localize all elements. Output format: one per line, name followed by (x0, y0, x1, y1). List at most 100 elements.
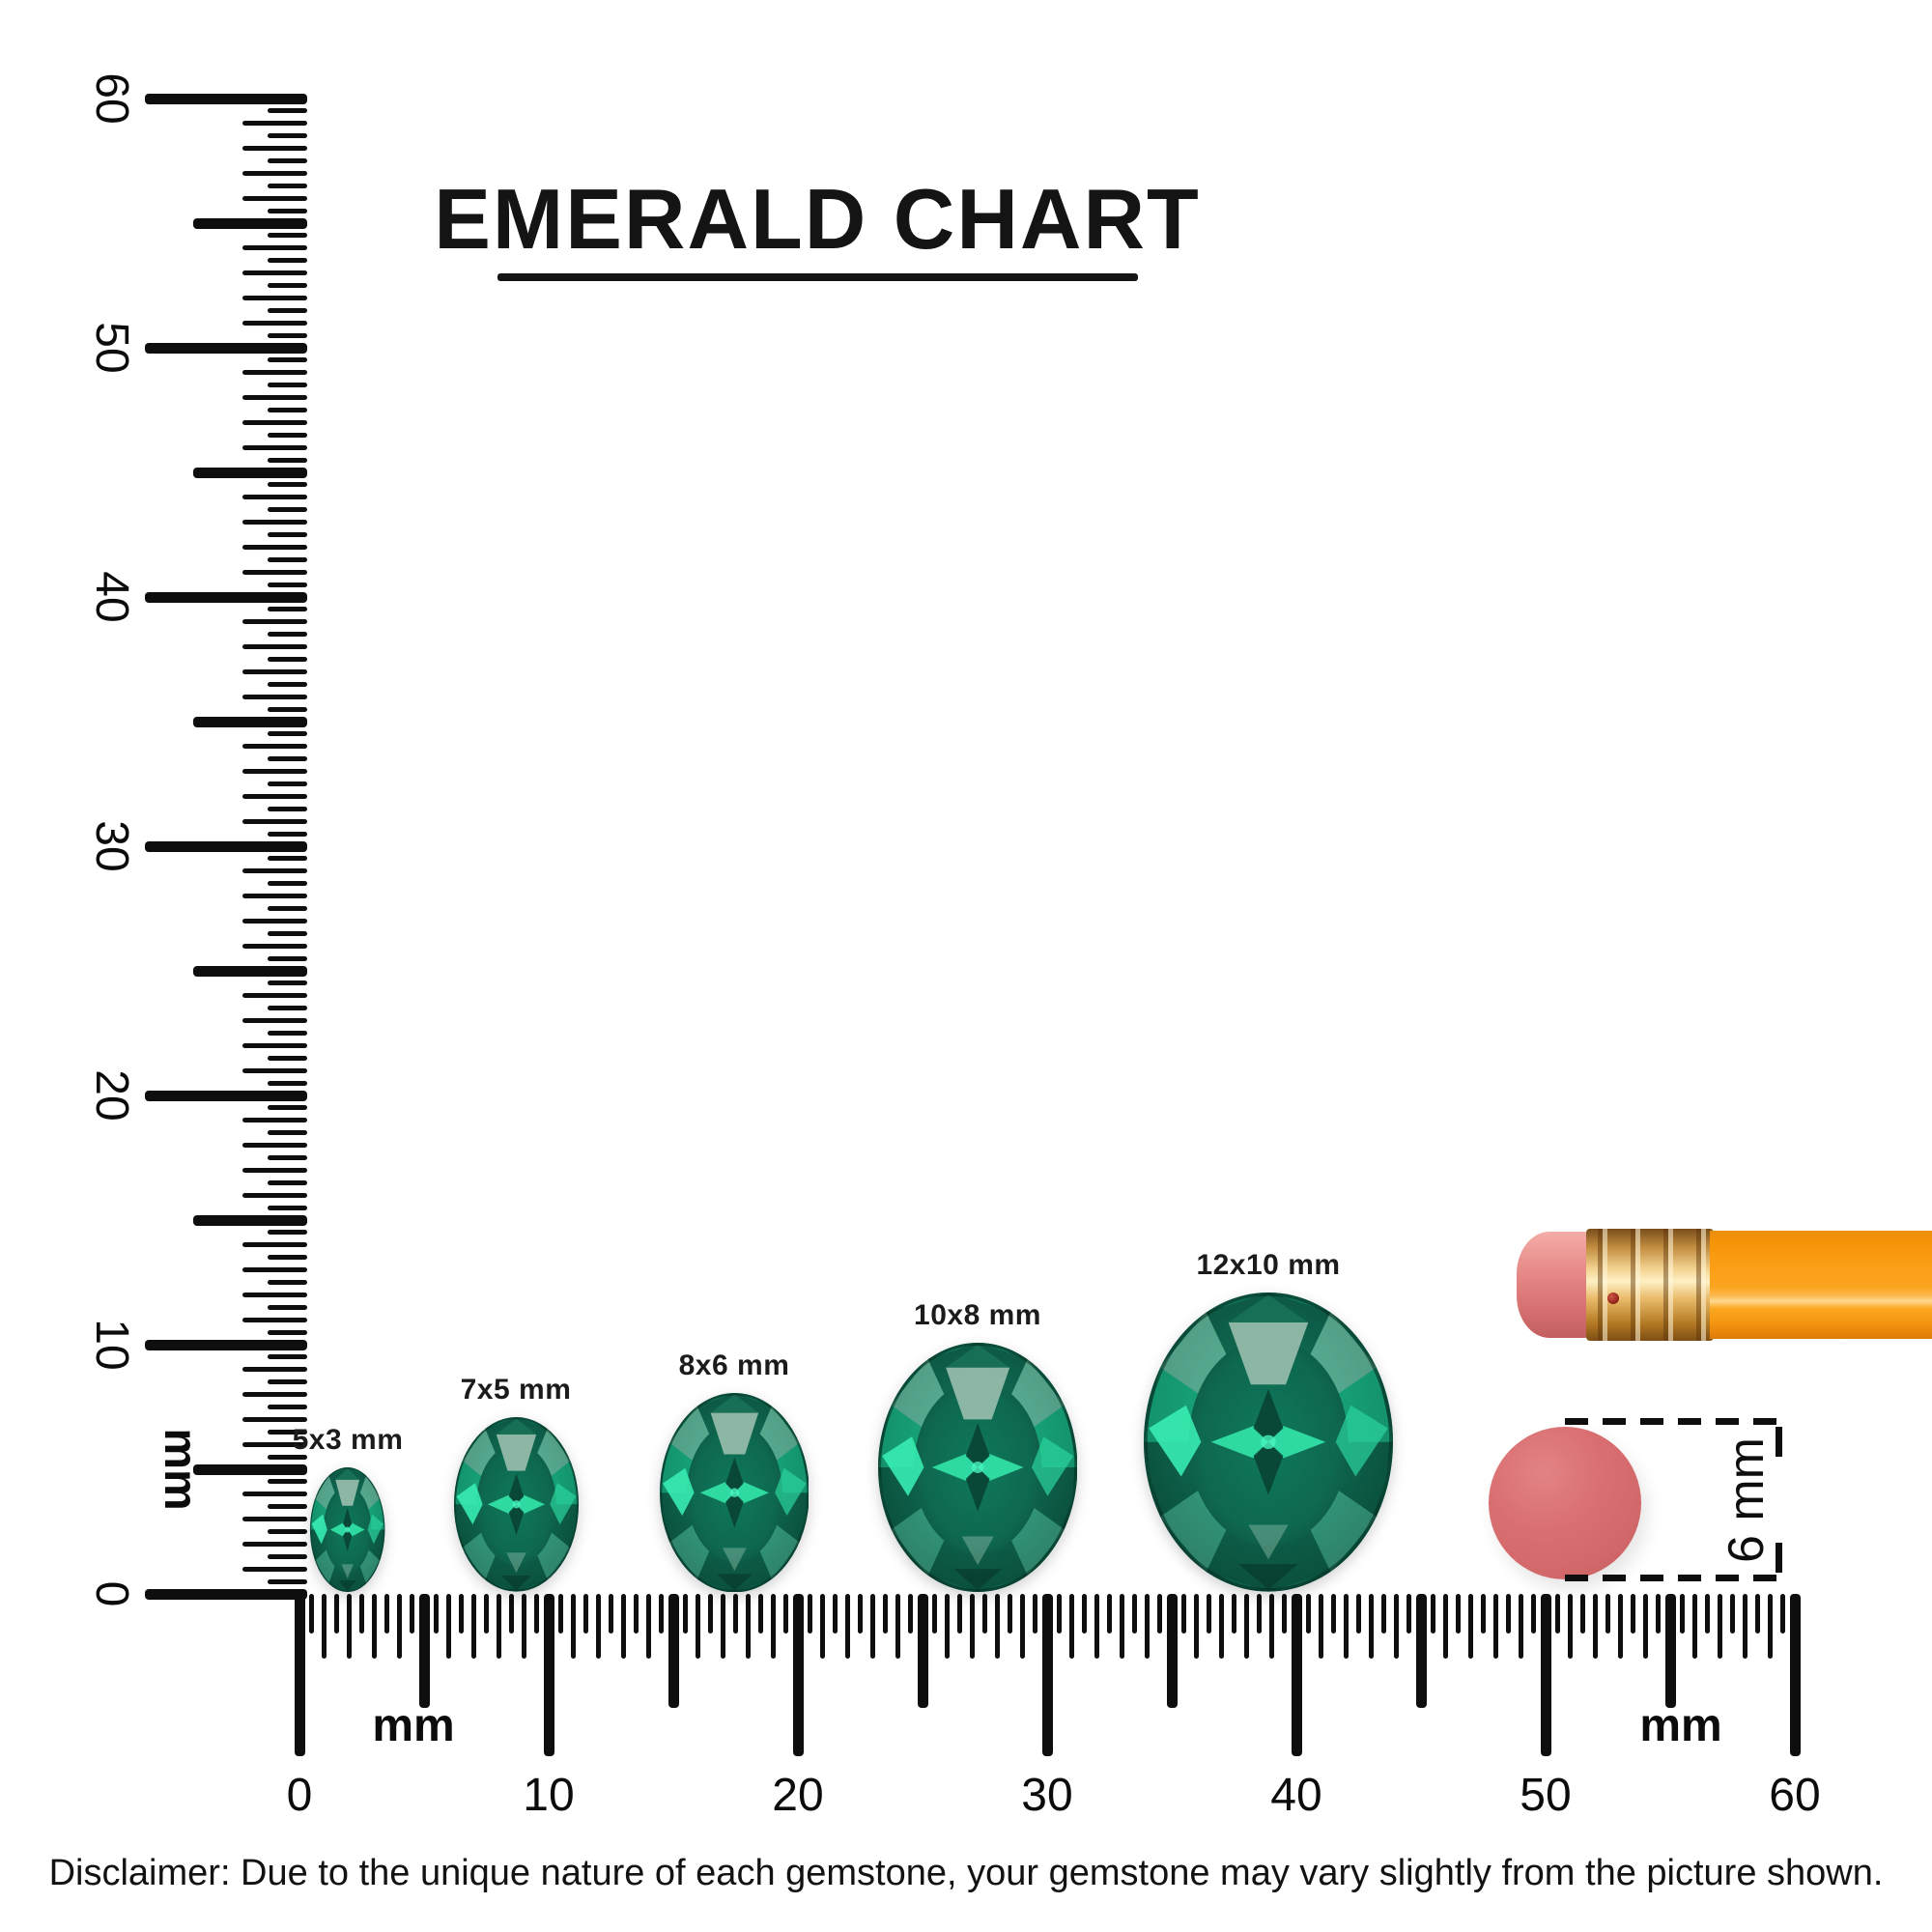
vertical-ruler-tick (268, 1379, 307, 1385)
vertical-ruler-tick (268, 1280, 307, 1285)
horizontal-ruler-tick (869, 1594, 875, 1659)
vertical-ruler-tick (268, 408, 307, 412)
vertical-ruler-tick (268, 756, 307, 762)
horizontal-ruler-tick (708, 1594, 714, 1634)
vertical-ruler-tick (268, 955, 307, 961)
horizontal-ruler-tick (907, 1594, 913, 1634)
gem-5x3 (310, 1467, 385, 1592)
horizontal-ruler-tick (1232, 1594, 1236, 1634)
vertical-ruler-tick (268, 208, 307, 213)
horizontal-ruler-tick (1007, 1594, 1012, 1634)
horizontal-ruler-tick (808, 1594, 813, 1634)
horizontal-ruler-tick (1568, 1594, 1574, 1659)
horizontal-ruler-tick (1306, 1594, 1312, 1634)
horizontal-ruler-tick (1019, 1594, 1025, 1659)
horizontal-ruler-tick (1680, 1594, 1686, 1634)
vertical-ruler-tick (193, 467, 307, 478)
horizontal-ruler-tick (1393, 1594, 1399, 1659)
vertical-ruler-tick (268, 233, 307, 239)
horizontal-ruler-tick (1207, 1594, 1212, 1634)
pencil (1517, 1229, 1932, 1341)
vertical-ruler-tick (268, 258, 307, 264)
vertical-ruler-tick (268, 1255, 307, 1261)
horizontal-ruler-number: 40 (1270, 1770, 1322, 1821)
vertical-ruler-tick (242, 1492, 307, 1497)
horizontal-ruler-tick (1593, 1594, 1599, 1659)
vertical-ruler-tick (268, 1354, 307, 1360)
horizontal-ruler-tick (1319, 1594, 1324, 1659)
horizontal-ruler-tick (1555, 1594, 1561, 1634)
horizontal-ruler-tick (418, 1594, 430, 1708)
horizontal-ruler-tick (1094, 1594, 1100, 1659)
vertical-ruler-tick (145, 1588, 307, 1600)
vertical-ruler-tick (268, 133, 307, 139)
vertical-ruler-tick (242, 1242, 307, 1248)
horizontal-ruler-tick (845, 1594, 851, 1659)
horizontal-ruler-tick (309, 1594, 315, 1634)
vertical-ruler-tick (268, 806, 307, 811)
horizontal-ruler-number: 0 (286, 1770, 313, 1821)
vertical-ruler-tick (268, 357, 307, 363)
horizontal-ruler-tick (1789, 1594, 1801, 1756)
vertical-ruler-tick (242, 694, 307, 699)
horizontal-ruler-tick (1119, 1594, 1124, 1659)
gem-12x10 (1144, 1293, 1393, 1592)
horizontal-ruler-tick (1456, 1594, 1462, 1634)
vertical-ruler-tick (145, 1090, 307, 1101)
horizontal-ruler-tick (1331, 1594, 1337, 1634)
vertical-ruler-tick (268, 1578, 307, 1584)
vertical-ruler-tick (268, 183, 307, 188)
horizontal-ruler-tick (371, 1594, 377, 1659)
horizontal-ruler-tick (1642, 1594, 1648, 1659)
horizontal-ruler-tick (1468, 1594, 1474, 1659)
horizontal-ruler-tick (558, 1594, 564, 1634)
vertical-ruler-tick (242, 569, 307, 575)
vertical-ruler-tick (268, 383, 307, 388)
horizontal-ruler-number: 50 (1520, 1770, 1572, 1821)
horizontal-ruler-tick (609, 1594, 613, 1634)
measure-dash-stub-bottom (1776, 1543, 1782, 1573)
vertical-ruler-number: 50 (86, 322, 137, 374)
vertical-ruler-number: 10 (86, 1319, 137, 1371)
horizontal-ruler-tick (721, 1594, 726, 1659)
vertical-ruler-tick (268, 332, 307, 338)
vertical-ruler-tick (193, 716, 307, 727)
horizontal-ruler-tick (1605, 1594, 1610, 1634)
vertical-ruler-tick (242, 1392, 307, 1398)
vertical-ruler-tick (268, 108, 307, 114)
horizontal-ruler-tick (994, 1594, 1000, 1659)
vertical-ruler-number: 60 (86, 72, 137, 125)
vertical-ruler-tick (193, 1214, 307, 1226)
vertical-ruler-tick (242, 1067, 307, 1073)
vertical-ruler-tick (268, 1405, 307, 1409)
horizontal-ruler-tick (1281, 1594, 1287, 1634)
vertical-ruler-tick (242, 644, 307, 650)
horizontal-ruler-tick (1243, 1594, 1249, 1659)
vertical-ruler-tick (268, 706, 307, 712)
vertical-ruler-tick (242, 444, 307, 450)
horizontal-ruler-tick (1540, 1594, 1551, 1756)
gem-size-label: 5x3 mm (292, 1424, 404, 1456)
horizontal-ruler-tick (917, 1594, 928, 1708)
horizontal-ruler-tick (334, 1594, 340, 1634)
gem-size-label: 7x5 mm (460, 1374, 572, 1406)
vertical-ruler-tick (242, 1042, 307, 1048)
horizontal-ruler-tick (733, 1594, 738, 1634)
horizontal-ruler-tick (1107, 1594, 1112, 1634)
vertical-ruler-tick (242, 1118, 307, 1123)
horizontal-ruler-tick (347, 1594, 353, 1659)
vertical-ruler-tick (268, 731, 307, 737)
vertical-ruler-tick (268, 432, 307, 438)
gem-size-label: 8x6 mm (678, 1349, 790, 1381)
horizontal-ruler-tick (1530, 1594, 1536, 1634)
horizontal-ruler-tick (1754, 1594, 1760, 1634)
horizontal-ruler-tick (982, 1594, 987, 1634)
gem-size-label: 12x10 mm (1196, 1249, 1341, 1282)
vertical-ruler-tick (145, 840, 307, 852)
vertical-ruler-tick (242, 1267, 307, 1273)
vertical-ruler-tick (242, 419, 307, 425)
horizontal-ruler-unit-label-right: mm (1639, 1700, 1722, 1751)
horizontal-ruler-tick (1730, 1594, 1735, 1634)
ferrule-rivet (1607, 1293, 1619, 1304)
horizontal-ruler-tick (645, 1594, 651, 1659)
